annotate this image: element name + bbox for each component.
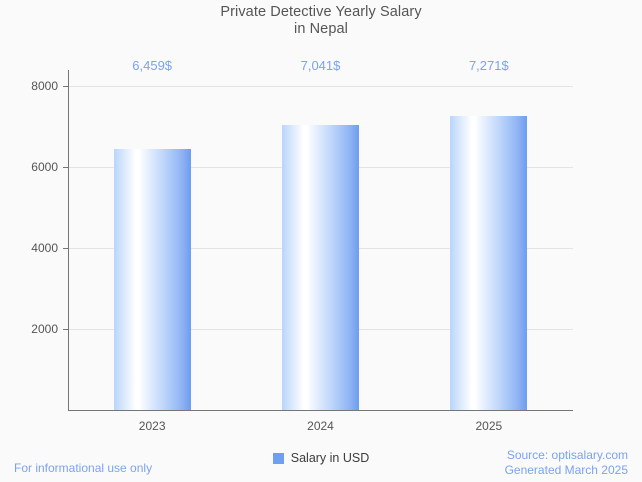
bar-value-label-2024: 7,041$	[300, 58, 341, 73]
legend-item-salary[interactable]: Salary in USD	[266, 450, 376, 467]
y-axis-labels: 2000 4000 6000 8000	[0, 0, 58, 482]
disclaimer-text: For informational use only	[14, 461, 153, 475]
plot-area	[68, 70, 573, 410]
x-axis-tick-label-2025: 2025	[475, 419, 503, 433]
y-axis-tick-label: 2000	[31, 322, 58, 337]
gridline	[68, 86, 573, 88]
source-block: Source: optisalary.com Generated March 2…	[505, 448, 628, 478]
x-axis-tick-label-2024: 2024	[307, 419, 334, 433]
bar-value-label-2025: 7,271$	[468, 58, 509, 73]
chart-title: Private Detective Yearly Salary in Nepal	[0, 4, 642, 38]
chart-title-line-1: Private Detective Yearly Salary	[220, 4, 422, 20]
chart-legend: Salary in USD	[0, 450, 642, 467]
bar-2025[interactable]	[450, 115, 528, 410]
y-axis-tick-mark	[63, 248, 68, 250]
x-axis-tick-label-2023: 2023	[138, 419, 166, 433]
y-axis-tick-mark	[63, 329, 68, 331]
source-text: Source: optisalary.com	[506, 448, 628, 462]
y-axis-tick-mark	[63, 86, 68, 88]
y-axis-tick-label: 8000	[31, 79, 58, 94]
bar-2024[interactable]	[282, 125, 359, 410]
y-axis-tick-mark	[63, 167, 68, 169]
x-axis-line	[68, 410, 573, 411]
y-axis-line	[68, 70, 69, 411]
bar-2023[interactable]	[113, 148, 191, 410]
legend-item-label: Salary in USD	[290, 451, 370, 465]
y-axis-tick-label: 6000	[31, 160, 58, 175]
chart-title-line-2: in Nepal	[294, 21, 348, 37]
generated-text: Generated March 2025	[504, 463, 628, 477]
y-axis-tick-label: 4000	[31, 241, 58, 256]
legend-swatch-icon	[272, 453, 284, 464]
bar-value-label-2023: 6,459$	[132, 58, 173, 73]
